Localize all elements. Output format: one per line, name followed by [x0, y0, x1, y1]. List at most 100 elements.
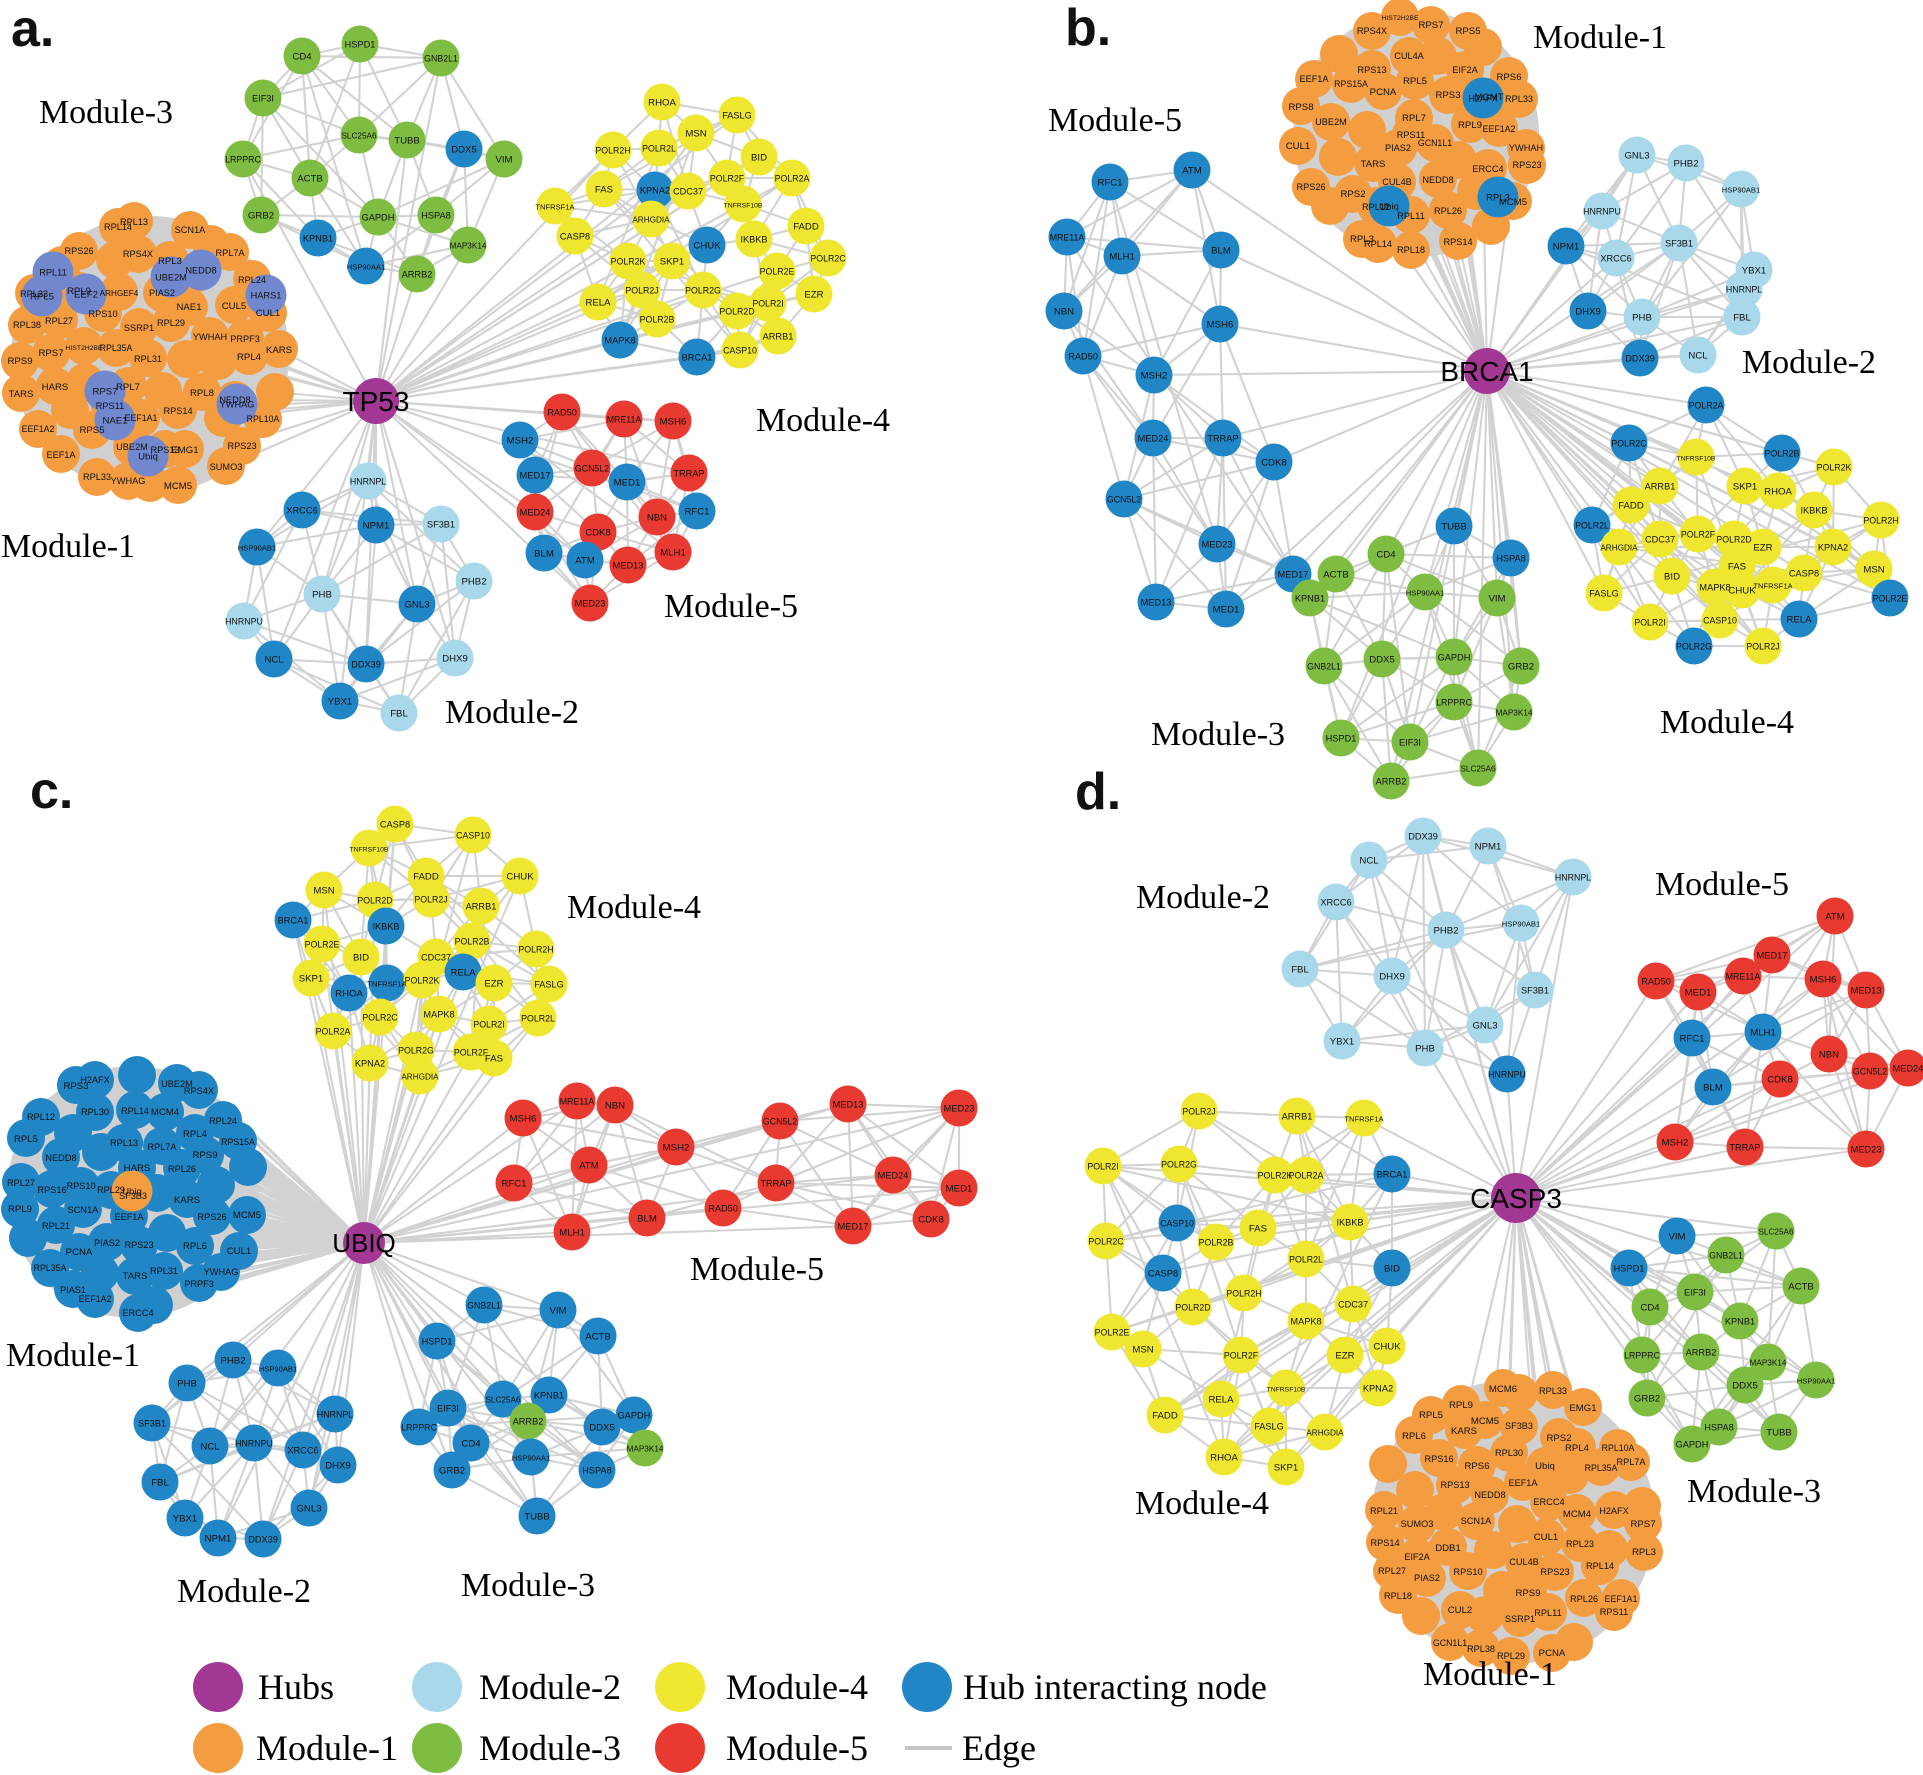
svg-text:KPNB1: KPNB1 [1725, 1317, 1755, 1327]
svg-text:GNB2L1: GNB2L1 [1709, 1251, 1743, 1261]
svg-text:ACTB: ACTB [297, 174, 323, 185]
svg-text:MSN: MSN [1863, 565, 1884, 576]
svg-text:Module-3: Module-3 [1687, 1473, 1821, 1510]
svg-text:MED13: MED13 [1141, 598, 1172, 608]
svg-text:Module-1: Module-1 [6, 1337, 140, 1374]
svg-text:RPL13: RPL13 [120, 217, 148, 227]
svg-text:RPL8: RPL8 [190, 388, 214, 399]
svg-text:CDK8: CDK8 [918, 1215, 944, 1226]
svg-text:PCNA: PCNA [66, 1247, 93, 1258]
svg-text:GRB2: GRB2 [1508, 662, 1534, 673]
svg-text:RPL26: RPL26 [168, 1164, 196, 1174]
svg-text:HNRNPL: HNRNPL [1726, 285, 1762, 295]
svg-text:RPS5: RPS5 [1455, 26, 1480, 37]
svg-text:MSH6: MSH6 [510, 1114, 537, 1125]
svg-text:CUL2: CUL2 [1448, 1605, 1473, 1616]
svg-text:ATM: ATM [1825, 912, 1845, 923]
svg-text:MED13: MED13 [613, 561, 644, 571]
svg-text:RPS6: RPS6 [1496, 72, 1521, 83]
svg-text:MED24: MED24 [1138, 434, 1169, 444]
svg-text:DDX5: DDX5 [1369, 655, 1395, 666]
svg-text:d.: d. [1075, 763, 1121, 821]
svg-text:NCL: NCL [200, 1442, 220, 1453]
svg-text:DHX9: DHX9 [442, 654, 468, 665]
svg-text:SCN1A: SCN1A [175, 225, 207, 235]
svg-text:MSN: MSN [685, 129, 706, 140]
svg-text:CDK8: CDK8 [585, 528, 611, 539]
svg-text:POLR2E: POLR2E [1095, 1328, 1130, 1338]
svg-text:TNFRSF10B: TNFRSF10B [724, 203, 763, 210]
svg-text:TARS: TARS [9, 389, 34, 400]
svg-text:VIM: VIM [495, 155, 512, 166]
svg-text:ARRB2: ARRB2 [1376, 777, 1407, 787]
svg-text:RPS4X: RPS4X [123, 249, 153, 259]
svg-text:BRCA1: BRCA1 [1377, 1170, 1408, 1180]
svg-text:MED17: MED17 [1757, 951, 1788, 961]
svg-text:TNFRSF10B: TNFRSF10B [1267, 1387, 1306, 1394]
svg-text:RPS7: RPS7 [92, 387, 117, 398]
svg-text:RFC1: RFC1 [684, 507, 709, 518]
svg-text:Module-2: Module-2 [479, 1667, 621, 1707]
svg-text:CHUK: CHUK [693, 241, 721, 252]
svg-text:MED1: MED1 [946, 1184, 973, 1195]
svg-text:PCNA: PCNA [1539, 1648, 1566, 1659]
svg-text:GNL3: GNL3 [1472, 1021, 1497, 1032]
svg-text:UBIQ: UBIQ [332, 1228, 396, 1258]
svg-text:RPL9: RPL9 [8, 1204, 32, 1215]
svg-text:RPS11: RPS11 [1600, 1607, 1628, 1617]
svg-text:MSH2: MSH2 [1141, 371, 1168, 382]
svg-text:POLR2C: POLR2C [1088, 1237, 1124, 1247]
svg-text:Module-4: Module-4 [1660, 704, 1794, 741]
svg-text:HSP90AA1: HSP90AA1 [347, 263, 385, 272]
svg-text:POLR2C: POLR2C [1611, 439, 1647, 449]
svg-text:RPL26: RPL26 [1434, 206, 1462, 216]
svg-text:RPL30: RPL30 [81, 1107, 109, 1117]
svg-text:MLH1: MLH1 [660, 548, 686, 559]
svg-text:HSPA8: HSPA8 [582, 1466, 611, 1476]
svg-text:UBE2M: UBE2M [116, 442, 148, 452]
svg-text:RPL33: RPL33 [1505, 94, 1533, 104]
svg-text:RPS10: RPS10 [1453, 1567, 1482, 1577]
svg-text:RPS14: RPS14 [1370, 1538, 1399, 1548]
svg-text:HIST2H2BE: HIST2H2BE [1381, 15, 1418, 22]
svg-text:GRB2: GRB2 [248, 211, 274, 222]
svg-text:ARHGDIA: ARHGDIA [401, 1073, 439, 1082]
svg-text:RPL12: RPL12 [27, 1112, 55, 1122]
svg-text:ATM: ATM [1182, 166, 1202, 177]
svg-text:HSPA8: HSPA8 [421, 211, 450, 221]
svg-text:RPL9: RPL9 [1458, 120, 1482, 131]
svg-text:Module-5: Module-5 [690, 1251, 824, 1288]
svg-text:FADD: FADD [1152, 1411, 1178, 1422]
svg-text:RPS10: RPS10 [88, 309, 117, 319]
svg-text:RPL27: RPL27 [1378, 1566, 1406, 1576]
svg-text:HNRNPU: HNRNPU [225, 617, 263, 627]
svg-text:TARS: TARS [1361, 159, 1386, 170]
svg-text:FBL: FBL [1733, 313, 1751, 324]
svg-text:RPL7A: RPL7A [1616, 1457, 1646, 1467]
svg-text:H2AFX: H2AFX [1599, 1506, 1629, 1516]
svg-text:KPNB1: KPNB1 [534, 1391, 564, 1401]
svg-text:HSP90AA1: HSP90AA1 [512, 1454, 550, 1463]
svg-text:POLR2J: POLR2J [414, 895, 447, 905]
svg-text:RPS16: RPS16 [37, 1185, 66, 1195]
svg-text:RPL24: RPL24 [209, 1116, 237, 1126]
svg-text:RPS23: RPS23 [1540, 1567, 1569, 1577]
svg-text:NEDD8: NEDD8 [1422, 175, 1453, 185]
svg-text:RPS23: RPS23 [124, 1240, 153, 1250]
svg-text:CD4: CD4 [292, 52, 312, 63]
svg-text:c.: c. [30, 762, 73, 820]
svg-text:MSH6: MSH6 [660, 417, 687, 428]
svg-text:TNFRSF1A: TNFRSF1A [1753, 582, 1793, 591]
svg-text:GRB2: GRB2 [1634, 1394, 1660, 1405]
svg-text:FADD: FADD [1618, 501, 1644, 512]
svg-text:SF3B1: SF3B1 [427, 520, 455, 530]
svg-text:RPS13: RPS13 [1440, 1480, 1469, 1490]
svg-text:PHB: PHB [177, 1379, 197, 1390]
svg-text:YWHAH: YWHAH [193, 332, 227, 342]
svg-text:NPM1: NPM1 [205, 1534, 232, 1545]
svg-text:KPNA2: KPNA2 [1818, 543, 1848, 553]
svg-text:KPNA2: KPNA2 [1363, 1384, 1393, 1394]
svg-text:MLH1: MLH1 [559, 1228, 585, 1239]
svg-text:CHUK: CHUK [1373, 1342, 1401, 1353]
svg-text:FBL: FBL [1291, 965, 1309, 976]
